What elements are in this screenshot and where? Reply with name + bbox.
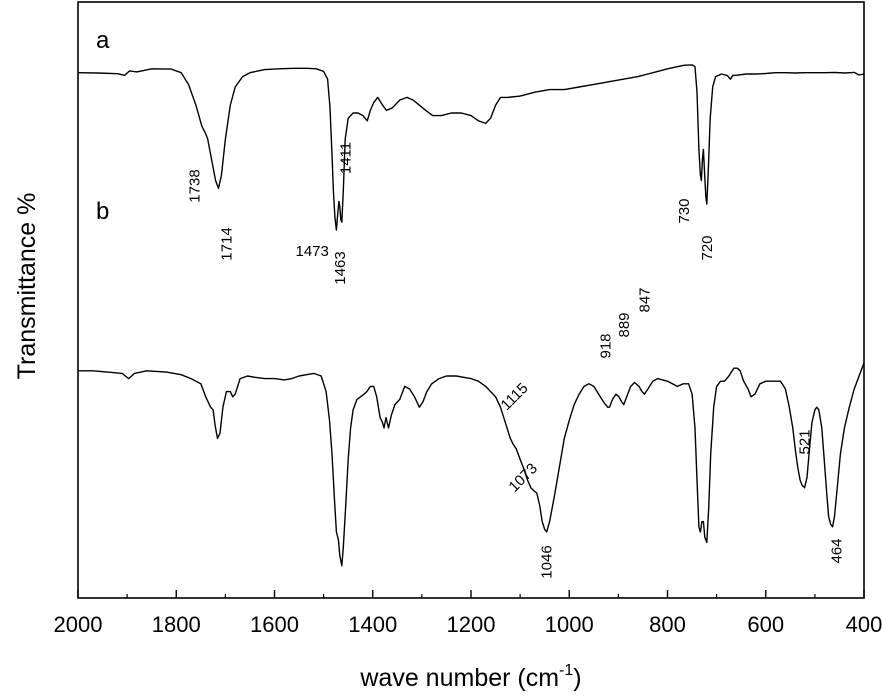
peak-label-1714: 1714 xyxy=(219,227,236,260)
peak-label-521: 521 xyxy=(797,429,814,454)
peak-label-889: 889 xyxy=(616,312,633,337)
peak-label-464: 464 xyxy=(829,538,846,563)
peak-label-1115: 1115 xyxy=(498,380,532,414)
peak-label-1738: 1738 xyxy=(187,169,204,202)
panel-label-b: b xyxy=(96,198,109,225)
x-axis-tick-labels: 2000 1800 1600 1400 1200 1000 800 600 400 xyxy=(54,612,882,637)
peak-label-730: 730 xyxy=(676,198,693,223)
peak-label-847: 847 xyxy=(636,287,653,312)
panel-label-a: a xyxy=(96,27,110,54)
plot-frame xyxy=(77,1,865,599)
x-tick-label-2000: 2000 xyxy=(54,612,103,637)
series-b-line xyxy=(78,362,865,567)
x-axis-title: wave number (cm-1) xyxy=(359,662,581,692)
x-tick-label-1000: 1000 xyxy=(545,612,594,637)
x-tick-label-1800: 1800 xyxy=(152,612,201,637)
x-tick-label-1400: 1400 xyxy=(348,612,397,637)
series-a-line xyxy=(77,64,865,231)
peak-label-1463: 1463 xyxy=(332,251,349,284)
y-axis-title: Transmittance % xyxy=(13,193,41,380)
peak-label-918: 918 xyxy=(598,333,615,358)
x-tick-label-400: 400 xyxy=(846,612,882,637)
peak-label-1046: 1046 xyxy=(539,545,556,578)
x-tick-label-1600: 1600 xyxy=(250,612,299,637)
peak-label-1473: 1473 xyxy=(296,243,329,260)
x-axis-ticks xyxy=(77,590,865,598)
peak-label-720: 720 xyxy=(699,235,716,260)
x-tick-label-800: 800 xyxy=(649,612,686,637)
peak-labels: 1738 1714 1473 1463 1411 730 720 1115 1073 1046 91… xyxy=(187,142,846,579)
x-tick-label-600: 600 xyxy=(747,612,784,637)
peak-label-1411: 1411 xyxy=(337,142,354,174)
x-tick-label-1200: 1200 xyxy=(447,612,496,637)
peak-label-1073: 1073 xyxy=(505,460,541,496)
